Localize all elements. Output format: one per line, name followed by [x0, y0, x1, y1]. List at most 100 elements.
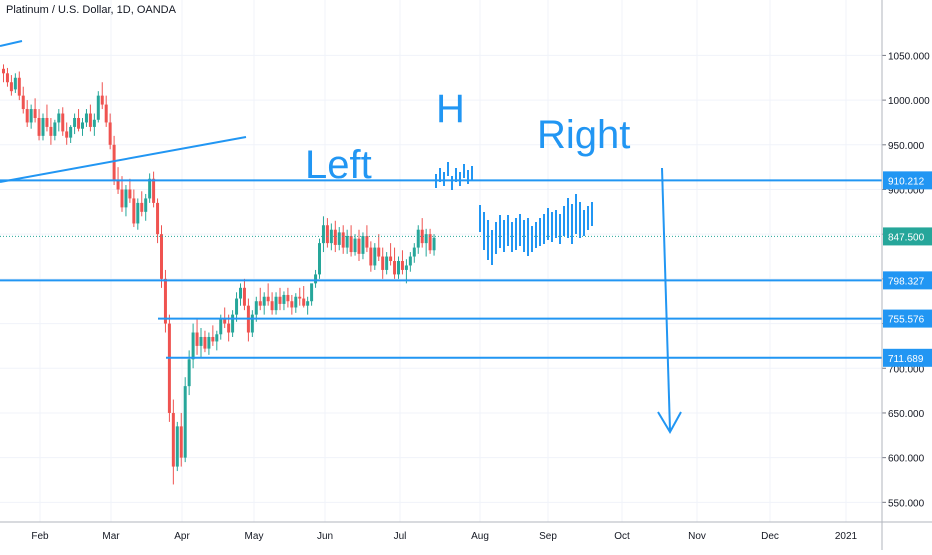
candle [310, 283, 314, 306]
candle-body [81, 122, 84, 129]
time-tick-label: Nov [688, 531, 706, 542]
candle [203, 330, 207, 353]
candle [65, 122, 69, 145]
candle-body [9, 82, 13, 92]
candle [408, 252, 412, 272]
annotation-left: Left [305, 143, 372, 187]
candle-body [203, 336, 207, 349]
candle [53, 119, 57, 141]
candle [325, 218, 329, 248]
candlestick-series [2, 64, 436, 485]
time-tick-label: Oct [614, 531, 630, 542]
candle-body [124, 189, 128, 208]
candle [239, 283, 242, 306]
candle-body [420, 229, 424, 244]
candle-body [294, 296, 298, 308]
time-axis[interactable]: Feb Mar Apr May Jun Jul Aug Sep Oct Nov Dec 2021 [0, 521, 932, 542]
candle-body [242, 287, 246, 306]
candle [120, 176, 124, 212]
time-tick-label: Feb [31, 531, 49, 542]
candle-body [211, 336, 215, 342]
candle [302, 286, 306, 308]
price-tick-label: 1000.000 [888, 96, 930, 107]
candle [69, 125, 73, 144]
level-badge[interactable] [883, 348, 932, 367]
candle-body [302, 298, 306, 306]
candle [270, 292, 274, 315]
candle-body [432, 237, 436, 251]
chart-grid [0, 0, 882, 522]
candle-body [148, 178, 152, 199]
candle-body [373, 247, 377, 266]
candle [100, 82, 104, 110]
candle [61, 107, 65, 136]
candle-body [207, 336, 211, 349]
candle [329, 223, 333, 251]
trend-line-neck[interactable] [0, 136, 247, 183]
candle-body [21, 95, 25, 110]
candle [400, 250, 404, 275]
level-badge[interactable] [883, 271, 932, 290]
candle [242, 278, 246, 311]
projection-arrow-shaft[interactable] [661, 167, 671, 431]
price-tick-label: 550.000 [888, 498, 925, 509]
candle [49, 117, 53, 145]
candle [9, 75, 13, 96]
candle-body [314, 274, 318, 284]
candle [274, 292, 278, 315]
candle-body [195, 332, 199, 346]
candle [84, 109, 88, 127]
last-price-label: 847.500 [888, 232, 925, 243]
level-badge[interactable] [883, 171, 932, 190]
candle [353, 234, 357, 256]
price-tick-label: 900.000 [888, 185, 925, 196]
price-axis[interactable]: 1050.0001000.000950.000900.000850.000800… [881, 0, 932, 550]
candle [266, 283, 270, 306]
candle-body [88, 113, 92, 127]
candle-body [167, 323, 171, 413]
drawing-layer[interactable] [0, 40, 882, 435]
candle-body [73, 117, 77, 127]
candle-body [393, 261, 397, 275]
candle-body [349, 235, 353, 253]
annotation-head: H [436, 87, 465, 131]
candle [152, 171, 156, 208]
candle-body [84, 113, 88, 123]
candle [357, 229, 361, 261]
candle-body [262, 296, 266, 306]
candle-body [223, 319, 227, 324]
level-badge[interactable] [883, 309, 932, 328]
candle-body [69, 126, 73, 138]
candle [144, 193, 148, 221]
candle-body [345, 235, 349, 248]
candle-body [416, 229, 420, 248]
candle [167, 314, 171, 422]
candle-body [128, 189, 132, 199]
candle-body [310, 283, 314, 302]
candle-body [57, 113, 61, 123]
candle-body [369, 247, 373, 266]
candle [318, 238, 321, 279]
candle [96, 91, 100, 123]
candle-body [219, 319, 223, 335]
time-tick-label: Apr [174, 531, 190, 542]
candle-body [5, 73, 9, 83]
candle-body [104, 104, 108, 123]
candle [156, 198, 160, 244]
chart-title: Platinum / U.S. Dollar, 1D, OANDA [6, 4, 176, 16]
candle-body [321, 225, 325, 244]
last-price-badge[interactable] [883, 227, 932, 246]
candle [341, 225, 345, 254]
candle [211, 325, 215, 346]
projection-arrow-head[interactable] [657, 411, 682, 435]
candle-body [258, 301, 262, 306]
candle-body [61, 113, 65, 132]
candle [397, 256, 400, 279]
candle-body [412, 247, 416, 257]
candle-body [13, 77, 17, 90]
candle [393, 247, 397, 279]
trend-line-top[interactable] [0, 40, 23, 47]
candle-body [306, 301, 310, 306]
